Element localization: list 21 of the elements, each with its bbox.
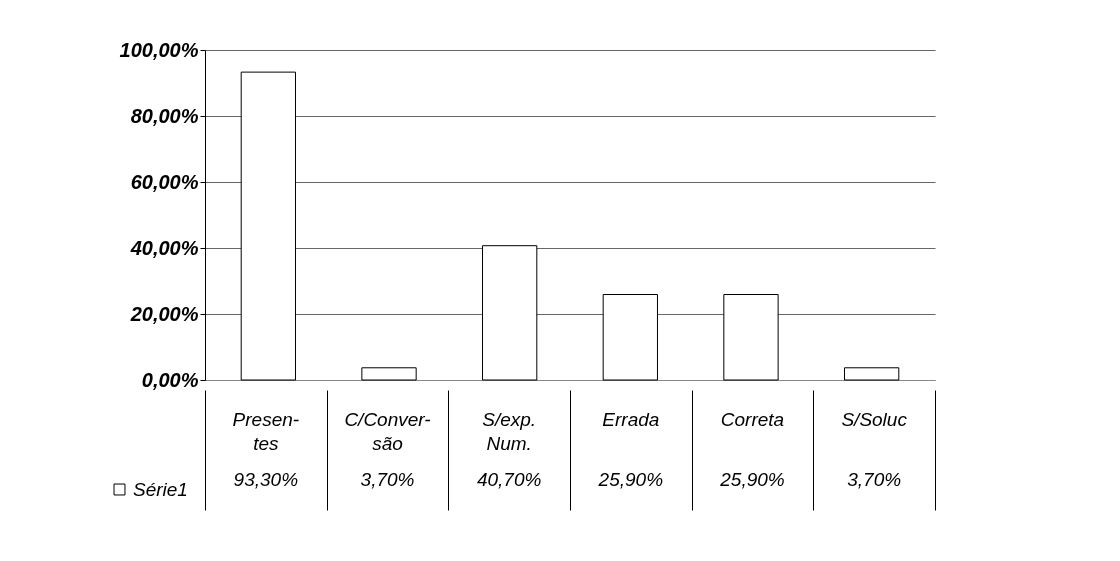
data-label: 93,30% [233,469,299,490]
x-tick-label: S/exp. Num. [482,409,537,454]
data-label: 25,90% [719,469,785,490]
x-tick-label: Correta [720,409,785,430]
y-tick-label: 100,00% [119,38,199,61]
data-label: 40,70% [476,469,542,490]
x-tick-label: S/Soluc [841,409,908,430]
legend-label: Série1 [133,478,188,500]
y-tick-label: 80,00% [130,104,199,127]
y-tick-label: 0,00% [141,368,199,391]
data-label: 3,70% [847,469,902,490]
bar [361,367,417,381]
bar [844,367,900,381]
y-tick-label: 20,00% [129,302,199,325]
data-label: 3,70% [360,469,415,490]
y-tick-label: 40,00% [129,236,199,259]
y-tick-label: 60,00% [130,170,199,193]
x-tick-label: Presen-tes [232,409,300,454]
x-tick-label: C/Conver-são [344,409,431,454]
data-label: 25,90% [597,469,664,490]
x-tick-label: Errada [602,409,660,430]
